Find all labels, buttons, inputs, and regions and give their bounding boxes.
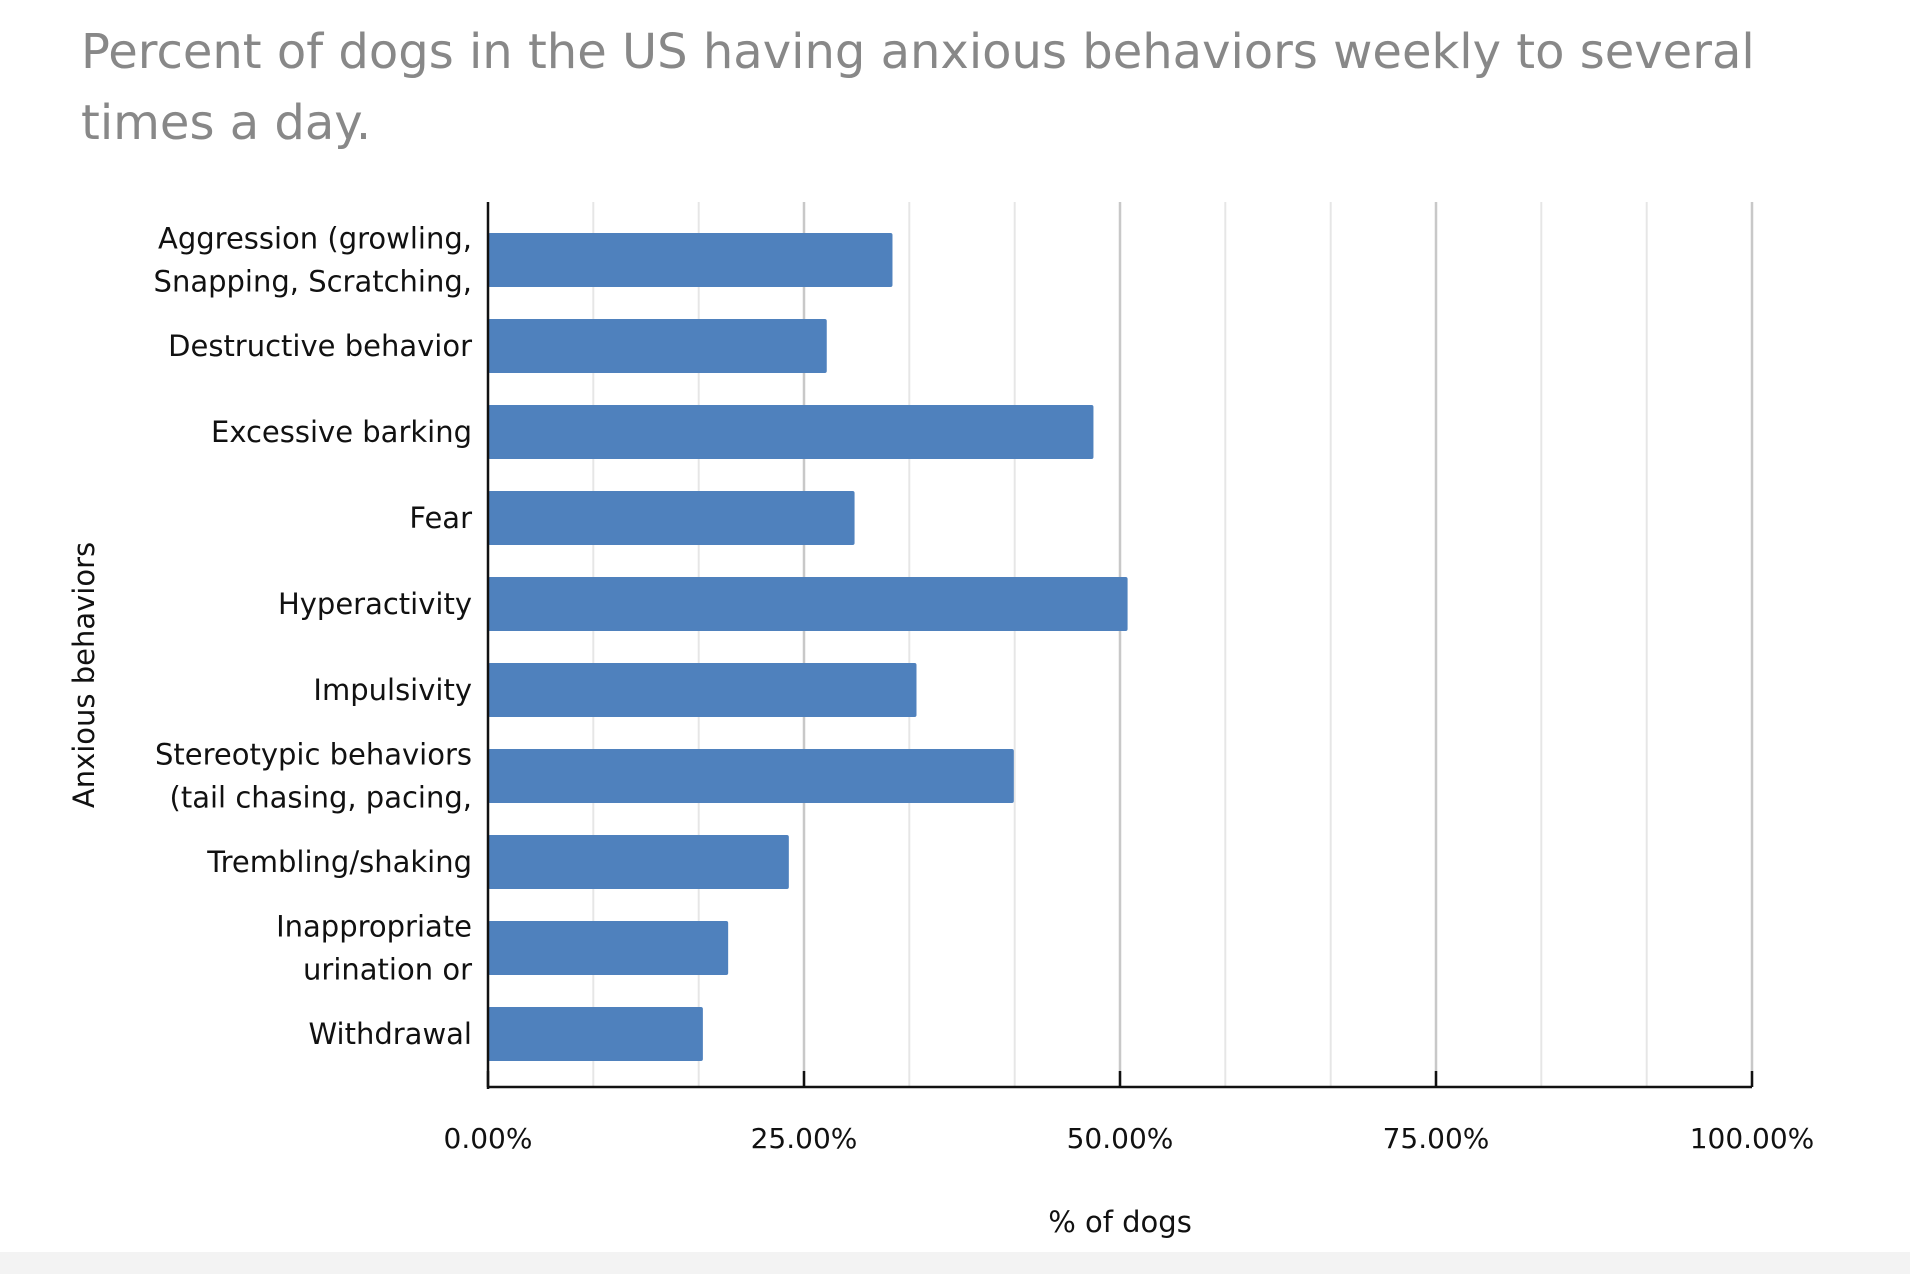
chart-title-line-2: times a day.: [81, 95, 371, 151]
page-footer-strip: [0, 1252, 1910, 1274]
category-label: Inappropriate: [276, 910, 472, 944]
chart-title: Percent of dogs in the US having anxious…: [81, 24, 1755, 151]
category-label: Fear: [409, 501, 472, 535]
bar-1: [488, 233, 893, 287]
bar-6: [488, 663, 917, 717]
x-tick-label: 25.00%: [751, 1122, 858, 1155]
bar-2: [488, 319, 827, 373]
bar-8: [488, 835, 789, 889]
chart-title-line-1: Percent of dogs in the US having anxious…: [81, 24, 1755, 80]
category-label: Destructive behavior: [168, 329, 472, 363]
category-label: Impulsivity: [313, 673, 472, 707]
category-label: Excessive barking: [211, 415, 472, 449]
x-tick-label: 0.00%: [444, 1122, 533, 1155]
bars: [488, 233, 1128, 1061]
bar-4: [488, 491, 855, 545]
x-tick-labels: 0.00% 25.00% 50.00% 75.00% 100.00%: [444, 1122, 1815, 1155]
x-axis-title: % of dogs: [1048, 1205, 1192, 1239]
x-tick-label: 100.00%: [1690, 1122, 1815, 1155]
bar-9: [488, 921, 729, 975]
bar-3: [488, 405, 1094, 459]
x-tick-label: 50.00%: [1067, 1122, 1174, 1155]
category-label: Snapping, Scratching,: [154, 265, 472, 299]
x-tick-label: 75.00%: [1383, 1122, 1490, 1155]
category-label: Hyperactivity: [278, 587, 472, 621]
category-label: Stereotypic behaviors: [155, 738, 472, 772]
category-label: Withdrawal: [309, 1017, 473, 1051]
category-label: (tail chasing, pacing,: [170, 781, 472, 815]
bar-10: [488, 1007, 703, 1061]
bar-7: [488, 749, 1014, 803]
y-axis-title: Anxious behaviors: [67, 542, 101, 808]
category-label: Aggression (growling,: [158, 222, 472, 256]
category-label: Trembling/shaking: [206, 845, 472, 879]
axes: [486, 202, 1754, 1089]
category-labels: Aggression (growling, Snapping, Scratchin…: [154, 222, 473, 1052]
category-label: urination or: [303, 953, 472, 987]
bar-5: [488, 577, 1128, 631]
